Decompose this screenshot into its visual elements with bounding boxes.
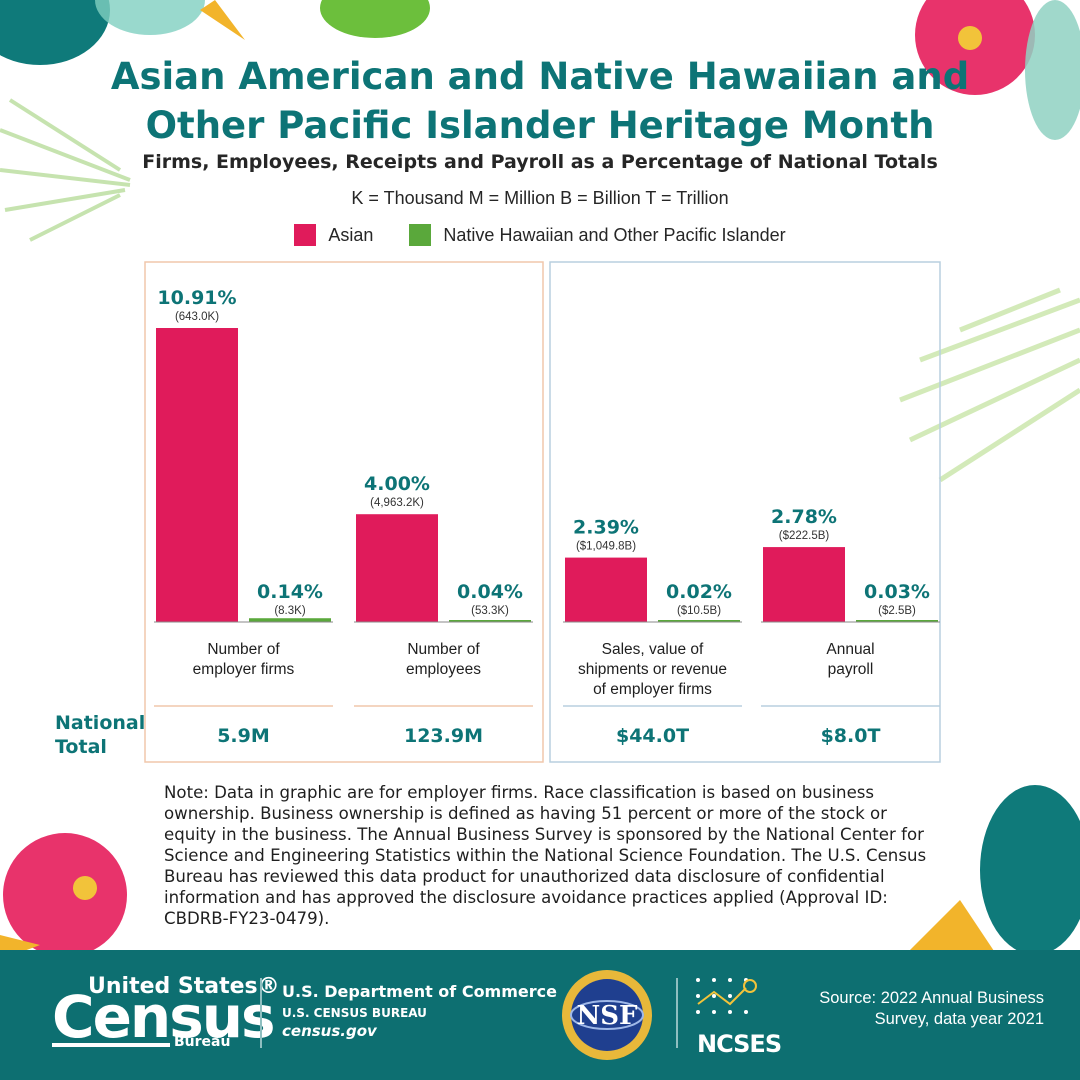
source-text: Source: 2022 Annual Business Survey, dat… [819, 989, 1044, 1028]
bureau-name: U.S. CENSUS BUREAU [282, 1006, 427, 1020]
legend-item-asian: Asian [294, 224, 373, 246]
category-label-1-line-1: employees [406, 661, 481, 678]
legend-swatch-nhopi [409, 224, 432, 246]
category-label-0-line-1: employer firms [193, 661, 295, 678]
data-sublabel-nhopi-1: (53.3K) [471, 605, 509, 617]
department-name: U.S. Department of Commerce [282, 982, 557, 1001]
bar-nhopi-2 [658, 620, 740, 622]
category-label-2-line-1: shipments or revenue [578, 661, 727, 678]
data-sublabel-asian-1: (4,963.2K) [370, 497, 424, 509]
data-sublabel-asian-2: ($1,049.8B) [576, 541, 636, 553]
bar-asian-2 [565, 557, 647, 622]
bar-asian-0 [156, 328, 238, 622]
legend: Asian Native Hawaiian and Other Pacific … [0, 224, 1080, 246]
legend-item-nhopi: Native Hawaiian and Other Pacific Island… [409, 224, 786, 246]
national-total-value-1: 123.9M [404, 725, 483, 747]
national-total-value-2: $44.0T [616, 725, 689, 747]
data-sublabel-asian-3: ($222.5B) [779, 530, 830, 542]
bar-nhopi-3 [856, 620, 938, 622]
data-sublabel-asian-0: (643.0K) [175, 311, 219, 323]
bar-asian-3 [763, 547, 845, 622]
national-total-value-0: 5.9M [217, 725, 270, 747]
footer-divider-2 [676, 978, 678, 1048]
bar-nhopi-0 [249, 618, 331, 622]
data-label-asian-1: 4.00% [364, 473, 430, 495]
category-label-3-line-0: Annual [826, 641, 874, 658]
nsf-logo-text: NSF [576, 1001, 638, 1031]
title-line-2: Other Pacific Islander Heritage Month [145, 104, 935, 147]
footnote: Note: Data in graphic are for employer f… [164, 783, 927, 928]
legend-label-nhopi: Native Hawaiian and Other Pacific Island… [443, 224, 786, 245]
census-logo-united-states: United States® [88, 974, 280, 999]
ncses-dots-icon [696, 978, 757, 1014]
data-label-nhopi-1: 0.04% [457, 581, 523, 603]
category-label-1-line-0: Number of [407, 641, 480, 658]
nsf-logo-icon: NSF [562, 970, 652, 1060]
data-label-asian-3: 2.78% [771, 506, 837, 528]
national-total-label: National Total [55, 712, 146, 758]
title-line-1: Asian American and Native Hawaiian and [110, 55, 970, 98]
data-label-asian-2: 2.39% [573, 517, 639, 539]
data-sublabel-nhopi-0: (8.3K) [274, 605, 305, 617]
data-label-nhopi-3: 0.03% [864, 581, 930, 603]
ncses-logo-text: NCSES [697, 1030, 782, 1058]
bar-nhopi-1 [449, 620, 531, 622]
footer-bar: United States® Census Bureau U.S. Depart… [0, 950, 1080, 1080]
chart-subtitle: Firms, Employees, Receipts and Payroll a… [142, 151, 938, 173]
category-label-2-line-2: of employer firms [593, 681, 712, 698]
census-logo-bureau: Bureau [174, 1034, 231, 1050]
census-logo-wordmark: Census [52, 983, 276, 1051]
footer-divider [260, 978, 262, 1048]
category-label-3-line-1: payroll [828, 661, 874, 678]
data-sublabel-nhopi-2: ($10.5B) [677, 605, 721, 617]
category-label-0-line-0: Number of [207, 641, 280, 658]
units-key: K = Thousand M = Million B = Billion T =… [351, 188, 729, 208]
bar-asian-1 [356, 514, 438, 622]
data-sublabel-nhopi-3: ($2.5B) [878, 605, 916, 617]
data-label-nhopi-2: 0.02% [666, 581, 732, 603]
data-label-nhopi-0: 0.14% [257, 581, 323, 603]
census-logo-underline [52, 1043, 170, 1047]
category-label-2-line-0: Sales, value of [602, 641, 704, 658]
legend-label-asian: Asian [328, 224, 374, 245]
data-label-asian-0: 10.91% [157, 287, 236, 309]
website-link[interactable]: census.gov [282, 1022, 377, 1040]
panel-right-border [549, 261, 941, 763]
panel-left-border [144, 261, 544, 763]
legend-swatch-asian [294, 224, 317, 246]
national-total-value-3: $8.0T [821, 725, 881, 747]
